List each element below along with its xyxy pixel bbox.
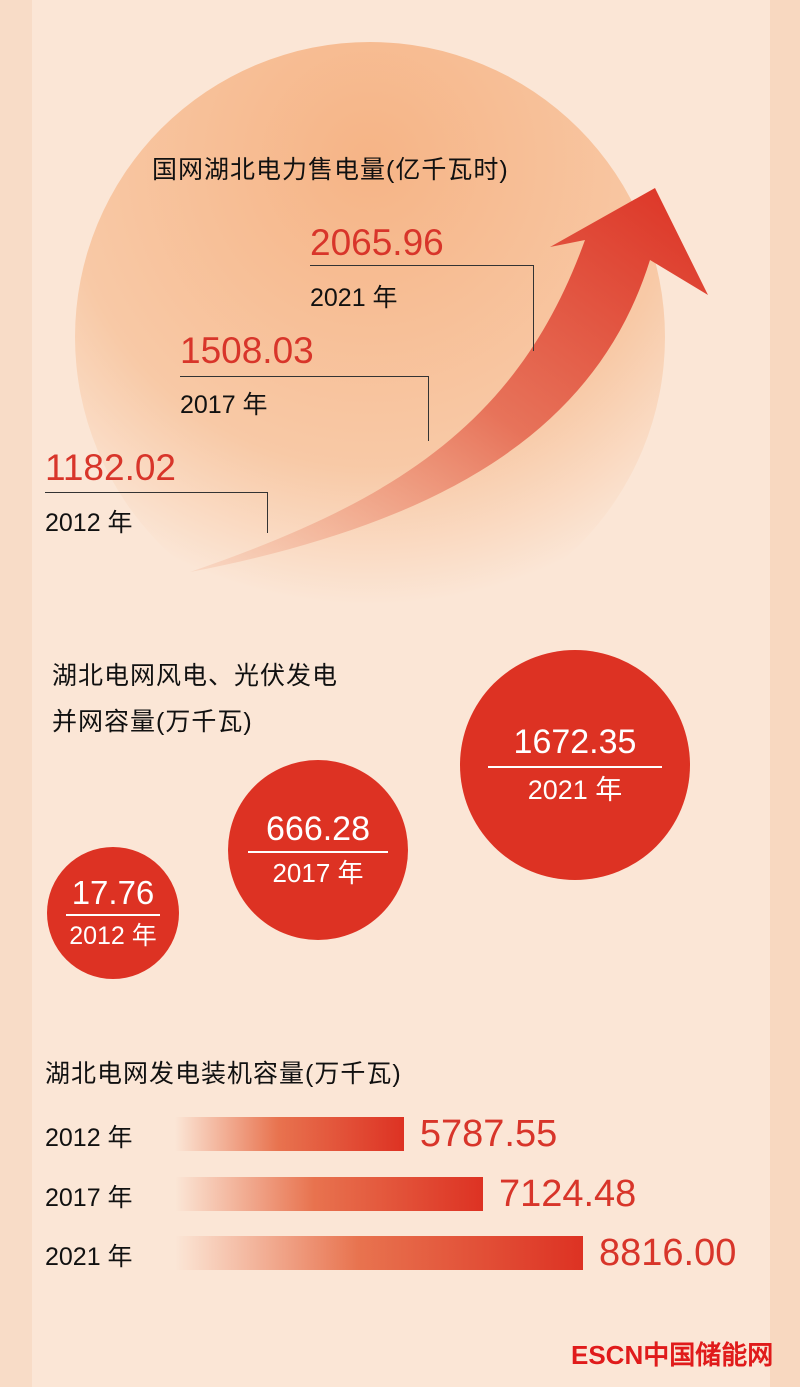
sales-chart-title: 国网湖北电力售电量(亿千瓦时) bbox=[152, 156, 509, 184]
renewable-bubble-2012: 17.76 2012 年 bbox=[47, 847, 179, 979]
renewable-year-2017: 2017 年 bbox=[272, 858, 364, 888]
capacity-year-label: 2012 年 bbox=[45, 1124, 133, 1152]
capacity-bar bbox=[175, 1177, 483, 1211]
right-margin-strip bbox=[770, 0, 800, 1387]
capacity-chart-title: 湖北电网发电装机容量(万千瓦) bbox=[45, 1060, 402, 1088]
capacity-value-label: 7124.48 bbox=[498, 1173, 637, 1215]
capacity-bar bbox=[175, 1236, 583, 1270]
sales-value-2021: 2065.96 bbox=[310, 222, 444, 263]
sales-value-2012: 1182.02 bbox=[45, 447, 176, 488]
growth-arrow-shape bbox=[190, 188, 708, 572]
left-margin-strip bbox=[0, 0, 32, 1387]
capacity-value-label: 8816.00 bbox=[599, 1232, 737, 1274]
capacity-value-label: 5787.55 bbox=[419, 1113, 558, 1155]
sales-year-2017: 2017 年 bbox=[180, 391, 268, 419]
logo-text: ESCN中国储能网 bbox=[571, 1340, 774, 1370]
capacity-year-label: 2021 年 bbox=[45, 1243, 133, 1271]
renewable-bubble-2017: 666.28 2017 年 bbox=[228, 760, 408, 940]
sales-bracket-2012 bbox=[45, 492, 268, 533]
renewable-value-2017: 666.28 bbox=[248, 810, 388, 853]
renewable-chart-title-line2: 并网容量(万千瓦) bbox=[52, 708, 253, 736]
sales-year-2012: 2012 年 bbox=[45, 509, 133, 537]
capacity-bar bbox=[175, 1117, 404, 1151]
renewable-value-2021: 1672.35 bbox=[487, 723, 663, 768]
sales-bracket-2017 bbox=[180, 376, 429, 441]
growth-arrow bbox=[190, 188, 708, 572]
sales-year-2021: 2021 年 bbox=[310, 284, 398, 312]
capacity-year-label: 2017 年 bbox=[45, 1184, 133, 1212]
renewable-year-2021: 2021 年 bbox=[527, 775, 623, 805]
renewable-value-2012: 17.76 bbox=[65, 874, 161, 916]
escn-logo: ESCN中国储能网 bbox=[571, 1335, 773, 1372]
renewable-chart-title-line1: 湖北电网风电、光伏发电 bbox=[52, 662, 339, 690]
renewable-bubble-2021: 1672.35 2021 年 bbox=[460, 650, 690, 880]
sales-bracket-2021 bbox=[310, 265, 534, 351]
sales-value-2017: 1508.03 bbox=[180, 330, 314, 371]
renewable-year-2012: 2012 年 bbox=[69, 922, 157, 950]
